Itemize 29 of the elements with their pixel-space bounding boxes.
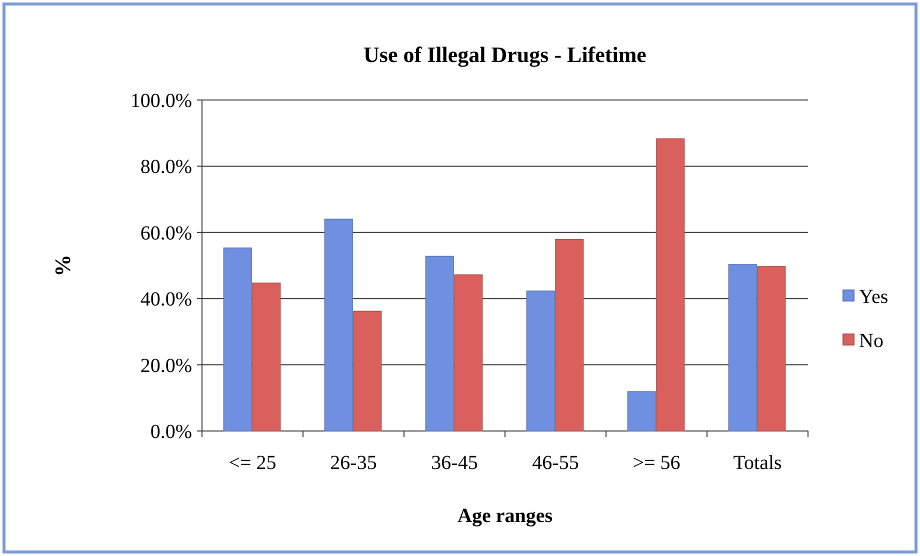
bar: [353, 310, 382, 432]
bar: [425, 256, 454, 432]
legend-label: No: [859, 330, 884, 352]
y-tick-label: 80.0%: [140, 156, 192, 178]
bar: [252, 282, 281, 432]
x-tick-label: 26-35: [330, 452, 377, 474]
y-axis-title: %: [50, 254, 75, 276]
bar: [454, 274, 483, 432]
bar: [223, 248, 252, 432]
chart-title: Use of Illegal Drugs - Lifetime: [364, 42, 647, 67]
bar: [555, 238, 584, 432]
y-tick-label: 40.0%: [140, 288, 192, 311]
x-tick-label: >= 56: [632, 452, 680, 474]
bar: [324, 218, 353, 432]
x-tick-label: 46-55: [532, 452, 579, 474]
y-tick-label: 60.0%: [140, 222, 192, 244]
y-tick-label: 20.0%: [140, 354, 192, 377]
bar: [656, 138, 685, 432]
legend-label: Yes: [859, 286, 888, 308]
bar: [526, 290, 555, 432]
x-tick-label: <= 25: [228, 452, 276, 474]
x-axis-title: Age ranges: [458, 505, 553, 527]
y-tick-label: 0.0%: [150, 421, 192, 443]
x-tick-label: Totals: [733, 452, 782, 474]
bar: [757, 266, 786, 432]
bar: [627, 391, 656, 432]
x-tick-label: 36-45: [431, 452, 478, 474]
bar: [728, 264, 757, 432]
y-tick-label: 100.0%: [130, 90, 192, 112]
